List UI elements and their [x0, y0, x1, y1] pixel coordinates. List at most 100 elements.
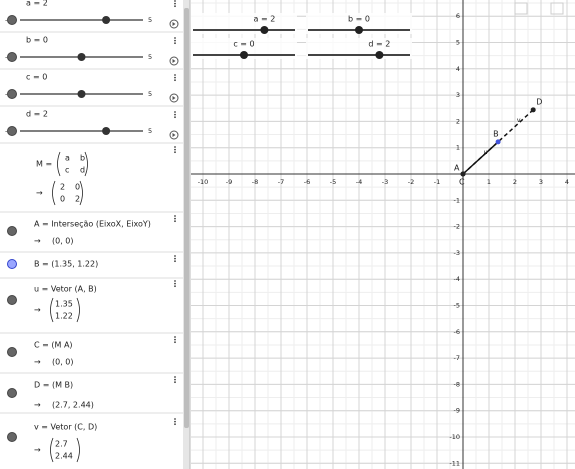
slider-bg [191, 38, 297, 59]
slider-label: b = 0 [26, 36, 48, 45]
menu-dot[interactable] [174, 5, 176, 8]
toolbar-icon[interactable] [514, 2, 528, 15]
visibility-toggle[interactable] [7, 259, 17, 269]
x-tick-label: 4 [565, 178, 569, 186]
menu-dot[interactable] [174, 151, 176, 154]
slider-knob[interactable] [240, 51, 248, 59]
arrow: → [36, 189, 43, 198]
menu-dot[interactable] [174, 378, 176, 381]
slider-label: d = 2 [26, 110, 48, 119]
point[interactable] [460, 171, 466, 177]
arrow: → [34, 446, 41, 455]
slider-bg [306, 13, 412, 34]
play-icon [172, 133, 176, 137]
menu-dot[interactable] [174, 37, 176, 39]
menu-dot[interactable] [174, 215, 176, 217]
menu-dot[interactable] [174, 341, 176, 344]
menu-dot[interactable] [174, 282, 176, 285]
menu-dot[interactable] [174, 146, 176, 148]
item-result: (2.7, 2.44) [52, 401, 94, 410]
menu-dot[interactable] [174, 148, 176, 151]
menu-dot[interactable] [174, 255, 176, 257]
visibility-toggle[interactable] [7, 126, 17, 136]
vector-label: u [484, 148, 488, 156]
point-label: A [454, 164, 460, 173]
menu-dot[interactable] [174, 381, 176, 384]
menu-dot[interactable] [174, 285, 176, 288]
paren [79, 180, 83, 206]
visibility-toggle[interactable] [7, 347, 17, 357]
point-label: D [536, 97, 542, 106]
item-definition: B = (1.35, 1.22) [34, 260, 98, 269]
menu-dot[interactable] [174, 76, 176, 79]
item-definition: u = Vetor (A, B) [34, 285, 97, 294]
x-tick-label: -5 [330, 178, 336, 186]
slider-knob[interactable] [77, 53, 86, 61]
menu-dot[interactable] [174, 280, 176, 282]
slider-bg [191, 13, 297, 34]
y-tick-label: 3 [456, 91, 460, 99]
menu-dot[interactable] [174, 257, 176, 260]
x-tick-label: 2 [513, 178, 517, 186]
y-tick-label: 1 [456, 144, 460, 152]
x-tick-label: 1 [487, 178, 491, 186]
y-tick-label: -6 [454, 328, 460, 336]
matrix-entry: 0 [75, 183, 80, 192]
menu-dot[interactable] [174, 2, 176, 5]
visibility-toggle[interactable] [7, 15, 17, 25]
menu-dot[interactable] [174, 42, 176, 45]
matrix-entry: d [80, 166, 85, 175]
scroll-thumb[interactable] [184, 8, 189, 428]
menu-dot[interactable] [174, 116, 176, 119]
menu-dot[interactable] [174, 338, 176, 341]
paren [57, 151, 61, 177]
vector-entry: 1.22 [55, 312, 73, 321]
menu-dot[interactable] [174, 220, 176, 223]
y-tick-label: 4 [456, 65, 460, 73]
arrow: → [34, 237, 41, 246]
visibility-toggle[interactable] [7, 89, 17, 99]
menu-dot[interactable] [174, 420, 176, 423]
arrow: → [34, 401, 41, 410]
slider-knob[interactable] [260, 26, 269, 34]
visibility-toggle[interactable] [7, 388, 17, 398]
menu-dot[interactable] [174, 418, 176, 420]
menu-dot[interactable] [174, 217, 176, 220]
slider-knob[interactable] [375, 51, 384, 59]
slider-knob[interactable] [77, 90, 86, 98]
vector-entry: 2.44 [55, 452, 73, 461]
matrix-entry: 0 [60, 195, 65, 204]
menu-dot[interactable] [174, 39, 176, 42]
point-label: C [459, 178, 465, 187]
point[interactable] [530, 107, 536, 113]
x-tick-label: -1 [434, 178, 440, 186]
visibility-toggle[interactable] [7, 432, 17, 442]
menu-dot[interactable] [174, 376, 176, 378]
menu-dot[interactable] [174, 79, 176, 82]
arrow: → [34, 358, 41, 367]
home-icon[interactable] [550, 2, 564, 15]
item-result: (0, 0) [52, 237, 74, 246]
menu-dot[interactable] [174, 260, 176, 263]
paren [50, 297, 54, 323]
menu-dot[interactable] [174, 111, 176, 113]
slider-knob[interactable] [102, 16, 111, 24]
menu-dot[interactable] [174, 0, 176, 2]
slider-knob[interactable] [102, 127, 111, 135]
x-tick-label: -7 [278, 178, 284, 186]
visibility-toggle[interactable] [7, 52, 17, 62]
graphics-view: -10 -9 -8 -7 -6 -5 -4 -3 -2 -1 1 2 3 4654321-1-2-3-4-… [191, 0, 575, 469]
menu-dot[interactable] [174, 336, 176, 338]
menu-dot[interactable] [174, 113, 176, 116]
visibility-toggle[interactable] [7, 295, 17, 305]
slider-label: c = 0 [26, 73, 47, 82]
point[interactable] [495, 139, 501, 145]
menu-dot[interactable] [174, 423, 176, 426]
visibility-toggle[interactable] [7, 226, 17, 236]
item-definition: A = Interseção (EixoX, EixoY) [34, 220, 151, 229]
slider-knob[interactable] [355, 26, 363, 34]
algebra-view: a = 2-55b = 0-55c = 0-55d = 2-55M =abcd→… [0, 0, 183, 463]
menu-dot[interactable] [174, 74, 176, 76]
